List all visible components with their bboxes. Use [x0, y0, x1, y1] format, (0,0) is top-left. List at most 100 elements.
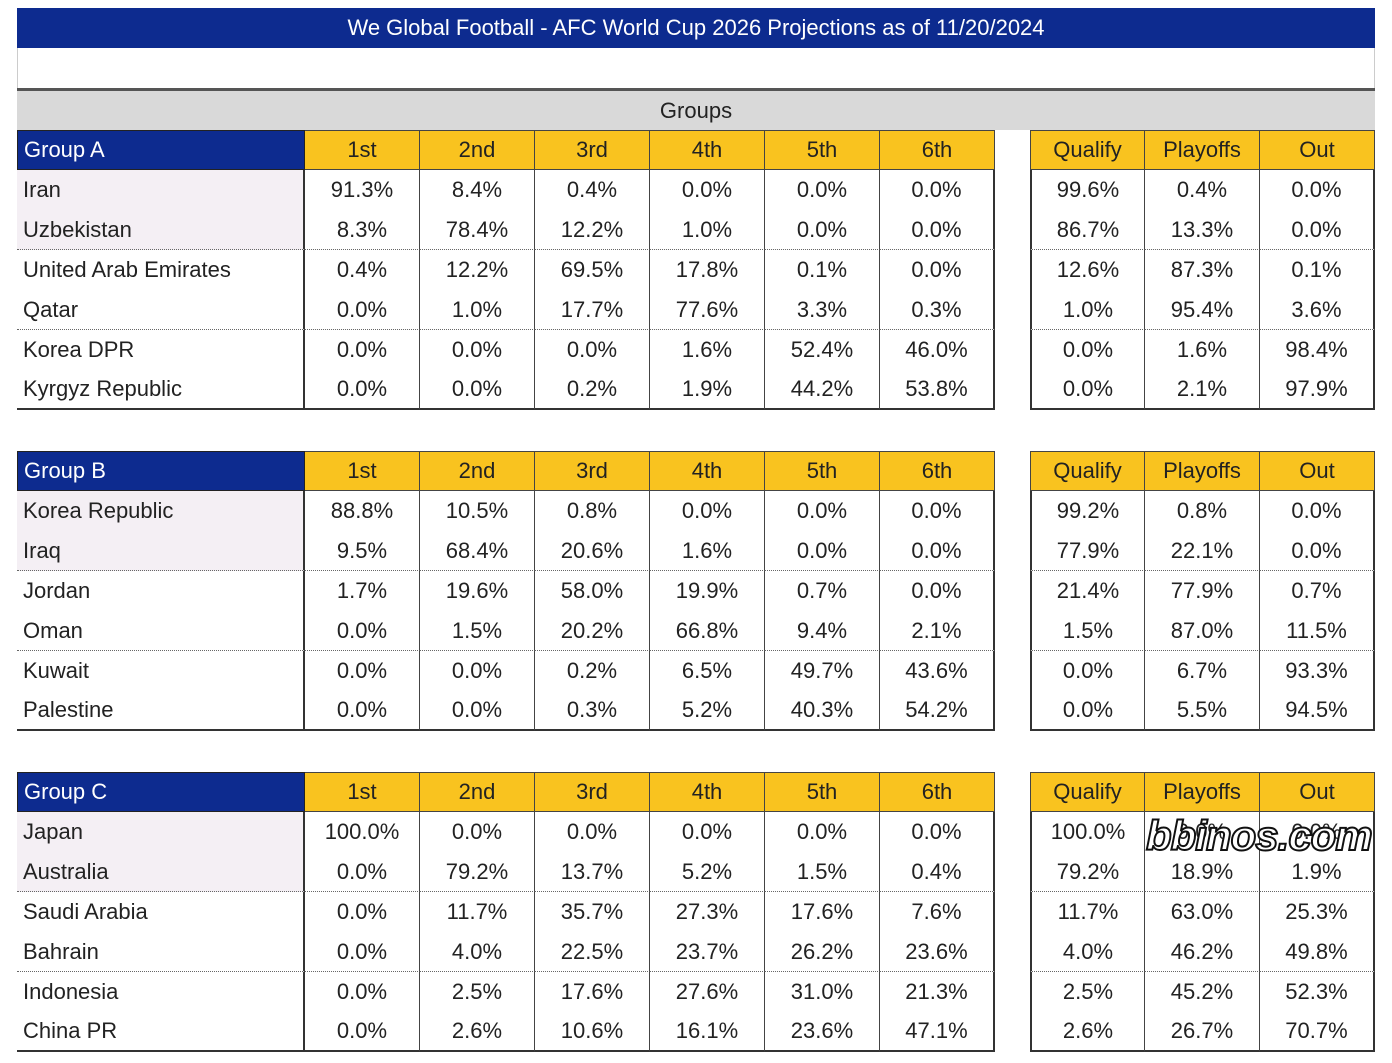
- cell-value: 0.4%: [880, 852, 995, 892]
- cell-value: 9.5%: [305, 531, 420, 571]
- cell-value: 26.7%: [1145, 1012, 1260, 1052]
- team-name: China PR: [17, 1012, 305, 1052]
- cell-value: 46.0%: [880, 330, 995, 370]
- column-header: Out: [1260, 451, 1375, 491]
- cell-value: 66.8%: [650, 611, 765, 651]
- team-name: Korea DPR: [17, 330, 305, 370]
- cell-value: 18.9%: [1145, 852, 1260, 892]
- cell-value: 20.6%: [535, 531, 650, 571]
- cell-value: 86.7%: [1030, 210, 1145, 250]
- cell-value: 77.9%: [1030, 531, 1145, 571]
- cell-value: 19.9%: [650, 571, 765, 611]
- column-header: Out: [1260, 772, 1375, 812]
- cell-value: 5.2%: [650, 852, 765, 892]
- cell-value: 0.7%: [1260, 571, 1375, 611]
- cell-value: 0.4%: [305, 250, 420, 290]
- team-name: Saudi Arabia: [17, 892, 305, 932]
- cell-value: 1.6%: [1145, 330, 1260, 370]
- cell-value: 26.2%: [765, 932, 880, 972]
- cell-value: 0.0%: [765, 812, 880, 852]
- cell-value: 0.0%: [650, 491, 765, 531]
- cell-value: 0.0%: [880, 812, 995, 852]
- cell-value: 2.1%: [1145, 370, 1260, 410]
- cell-value: 0.0%: [305, 611, 420, 651]
- cell-value: 49.8%: [1260, 932, 1375, 972]
- cell-value: 10.5%: [420, 491, 535, 531]
- cell-value: 7.6%: [880, 892, 995, 932]
- team-name: Qatar: [17, 290, 305, 330]
- cell-value: 0.0%: [765, 531, 880, 571]
- team-name: Iran: [17, 170, 305, 210]
- cell-value: 12.2%: [535, 210, 650, 250]
- cell-value: 47.1%: [880, 1012, 995, 1052]
- cell-value: 1.0%: [420, 290, 535, 330]
- cell-value: 99.2%: [1030, 491, 1145, 531]
- column-header: 1st: [305, 772, 420, 812]
- cell-value: 0.0%: [305, 370, 420, 410]
- cell-value: 0.2%: [535, 370, 650, 410]
- column-header: 2nd: [420, 451, 535, 491]
- cell-value: 23.7%: [650, 932, 765, 972]
- cell-value: 49.7%: [765, 651, 880, 691]
- groups-label: Groups: [17, 88, 1375, 130]
- cell-value: 2.1%: [880, 611, 995, 651]
- cell-value: 0.0%: [305, 852, 420, 892]
- column-header: 6th: [880, 451, 995, 491]
- cell-value: 4.0%: [420, 932, 535, 972]
- team-name: Iraq: [17, 531, 305, 571]
- column-header: 3rd: [535, 451, 650, 491]
- cell-value: 10.6%: [535, 1012, 650, 1052]
- cell-value: 63.0%: [1145, 892, 1260, 932]
- column-header: Qualify: [1030, 772, 1145, 812]
- cell-value: 6.5%: [650, 651, 765, 691]
- cell-value: 100.0%: [305, 812, 420, 852]
- cell-value: 0.0%: [305, 290, 420, 330]
- team-name: Indonesia: [17, 972, 305, 1012]
- cell-value: 0.3%: [535, 691, 650, 731]
- cell-value: 12.6%: [1030, 250, 1145, 290]
- cell-value: 98.4%: [1260, 330, 1375, 370]
- cell-value: 13.7%: [535, 852, 650, 892]
- cell-value: 8.4%: [420, 170, 535, 210]
- cell-value: 0.0%: [420, 812, 535, 852]
- team-name: United Arab Emirates: [17, 250, 305, 290]
- cell-value: 0.0%: [420, 691, 535, 731]
- cell-value: 3.6%: [1260, 290, 1375, 330]
- cell-value: 87.3%: [1145, 250, 1260, 290]
- cell-value: 35.7%: [535, 892, 650, 932]
- cell-value: 54.2%: [880, 691, 995, 731]
- cell-value: 44.2%: [765, 370, 880, 410]
- cell-value: 0.0%: [880, 571, 995, 611]
- column-header: Qualify: [1030, 130, 1145, 170]
- cell-value: 100.0%: [1030, 812, 1145, 852]
- cell-value: 0.0%: [535, 812, 650, 852]
- cell-value: 0.7%: [765, 571, 880, 611]
- cell-value: 17.6%: [765, 892, 880, 932]
- cell-value: 19.6%: [420, 571, 535, 611]
- cell-value: 0.0%: [880, 531, 995, 571]
- cell-value: 87.0%: [1145, 611, 1260, 651]
- cell-value: 1.9%: [650, 370, 765, 410]
- cell-value: 0.0%: [1260, 210, 1375, 250]
- cell-value: 5.5%: [1145, 691, 1260, 731]
- cell-value: 0.1%: [765, 250, 880, 290]
- column-header: 1st: [305, 130, 420, 170]
- team-name: Oman: [17, 611, 305, 651]
- cell-value: 77.9%: [1145, 571, 1260, 611]
- cell-value: 3.3%: [765, 290, 880, 330]
- cell-value: 46.2%: [1145, 932, 1260, 972]
- cell-value: 12.2%: [420, 250, 535, 290]
- cell-value: 43.6%: [880, 651, 995, 691]
- cell-value: 25.3%: [1260, 892, 1375, 932]
- cell-value: 94.5%: [1260, 691, 1375, 731]
- team-name: Kuwait: [17, 651, 305, 691]
- cell-value: 0.0%: [1030, 330, 1145, 370]
- cell-value: 0.0%: [305, 972, 420, 1012]
- cell-value: 70.7%: [1260, 1012, 1375, 1052]
- cell-value: 21.4%: [1030, 571, 1145, 611]
- cell-value: 1.5%: [420, 611, 535, 651]
- cell-value: 0.0%: [880, 170, 995, 210]
- column-header: 5th: [765, 130, 880, 170]
- cell-value: 1.6%: [650, 531, 765, 571]
- cell-value: 0.0%: [650, 812, 765, 852]
